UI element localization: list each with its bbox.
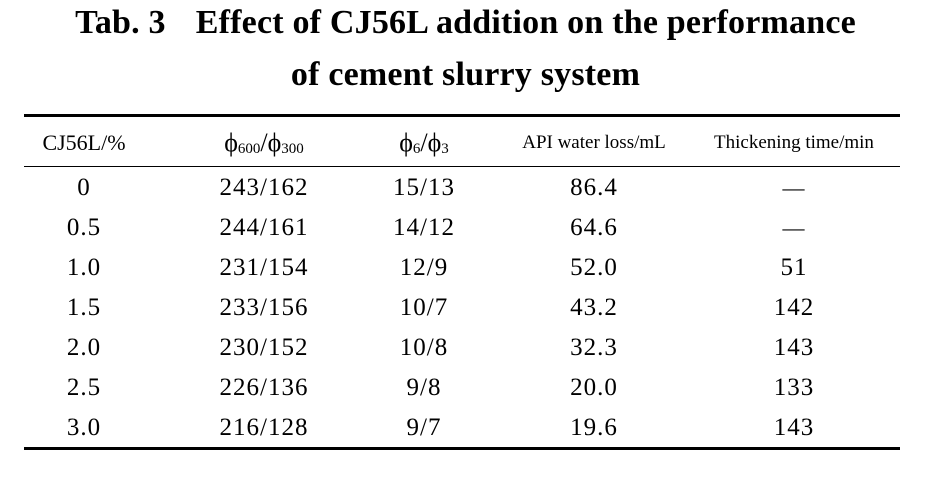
cell-cj56l: 1.0 bbox=[66, 254, 102, 281]
cell-water-loss: 43.2 bbox=[570, 294, 618, 321]
table-row: 2.0 230/152 10/8 32.3 143 bbox=[24, 328, 900, 368]
cell-phi600-phi300: 230/152 bbox=[219, 334, 309, 361]
table-row: 3.0 216/128 9/7 19.6 143 bbox=[24, 408, 900, 448]
cell-phi6-phi3: 9/7 bbox=[406, 414, 442, 441]
cell-phi6-phi3: 10/7 bbox=[399, 294, 449, 321]
cell-thickening-time: — bbox=[782, 175, 806, 200]
table-header-row: CJ56L/% ϕ 600/ϕ 300 ϕ 6/ϕ 3 API water loss/m… bbox=[24, 122, 900, 164]
cell-cj56l: 2.0 bbox=[66, 334, 102, 361]
header-api-water-loss: API water loss/mL bbox=[522, 132, 666, 153]
cell-thickening-time: 143 bbox=[773, 334, 815, 361]
cell-cj56l: 1.5 bbox=[66, 294, 102, 321]
cell-cj56l: 2.5 bbox=[66, 374, 102, 401]
cell-water-loss: 32.3 bbox=[570, 334, 618, 361]
header-rule bbox=[24, 166, 900, 167]
cell-water-loss: 19.6 bbox=[570, 414, 618, 441]
header-phi6-phi3: ϕ 6/ϕ 3 bbox=[399, 128, 449, 157]
table-row: 0 243/162 15/13 86.4 — bbox=[24, 168, 900, 208]
header-phi600-phi300: ϕ 600/ϕ 300 bbox=[224, 128, 304, 157]
cell-phi600-phi300: 231/154 bbox=[219, 254, 309, 281]
table-title-line1: Effect of CJ56L addition on the performa… bbox=[195, 4, 856, 41]
cell-thickening-time: 133 bbox=[773, 374, 815, 401]
cell-water-loss: 86.4 bbox=[570, 174, 618, 201]
table-row: 1.0 231/154 12/9 52.0 51 bbox=[24, 248, 900, 288]
cell-thickening-time: 51 bbox=[780, 254, 808, 281]
cell-thickening-time: — bbox=[782, 215, 806, 240]
table-row: 0.5 244/161 14/12 64.6 — bbox=[24, 208, 900, 248]
cell-phi6-phi3: 14/12 bbox=[393, 214, 455, 241]
top-rule bbox=[24, 114, 900, 117]
table-title: Tab. 3 Effect of CJ56L addition on the pe… bbox=[0, 6, 931, 40]
cell-phi6-phi3: 10/8 bbox=[399, 334, 449, 361]
table-number: Tab. 3 bbox=[75, 4, 166, 41]
cell-phi600-phi300: 233/156 bbox=[219, 294, 309, 321]
cell-thickening-time: 142 bbox=[773, 294, 815, 321]
table-row: 2.5 226/136 9/8 20.0 133 bbox=[24, 368, 900, 408]
cell-water-loss: 64.6 bbox=[570, 214, 618, 241]
cell-phi600-phi300: 216/128 bbox=[219, 414, 309, 441]
cell-thickening-time: 143 bbox=[773, 414, 815, 441]
cell-phi600-phi300: 226/136 bbox=[219, 374, 309, 401]
cell-phi6-phi3: 9/8 bbox=[406, 374, 442, 401]
cell-water-loss: 52.0 bbox=[570, 254, 618, 281]
cell-phi600-phi300: 244/161 bbox=[219, 214, 309, 241]
header-thickening-time: Thickening time/min bbox=[714, 132, 874, 153]
cell-cj56l: 3.0 bbox=[66, 414, 102, 441]
table-row: 1.5 233/156 10/7 43.2 142 bbox=[24, 288, 900, 328]
cell-water-loss: 20.0 bbox=[570, 374, 618, 401]
cell-phi600-phi300: 243/162 bbox=[219, 174, 309, 201]
header-cj56l: CJ56L/% bbox=[42, 130, 126, 155]
cell-phi6-phi3: 15/13 bbox=[393, 174, 455, 201]
cell-cj56l: 0.5 bbox=[66, 214, 102, 241]
cell-cj56l: 0 bbox=[77, 174, 91, 201]
table-title-line2: of cement slurry system bbox=[290, 56, 641, 93]
cell-phi6-phi3: 12/9 bbox=[399, 254, 449, 281]
bottom-rule bbox=[24, 447, 900, 450]
